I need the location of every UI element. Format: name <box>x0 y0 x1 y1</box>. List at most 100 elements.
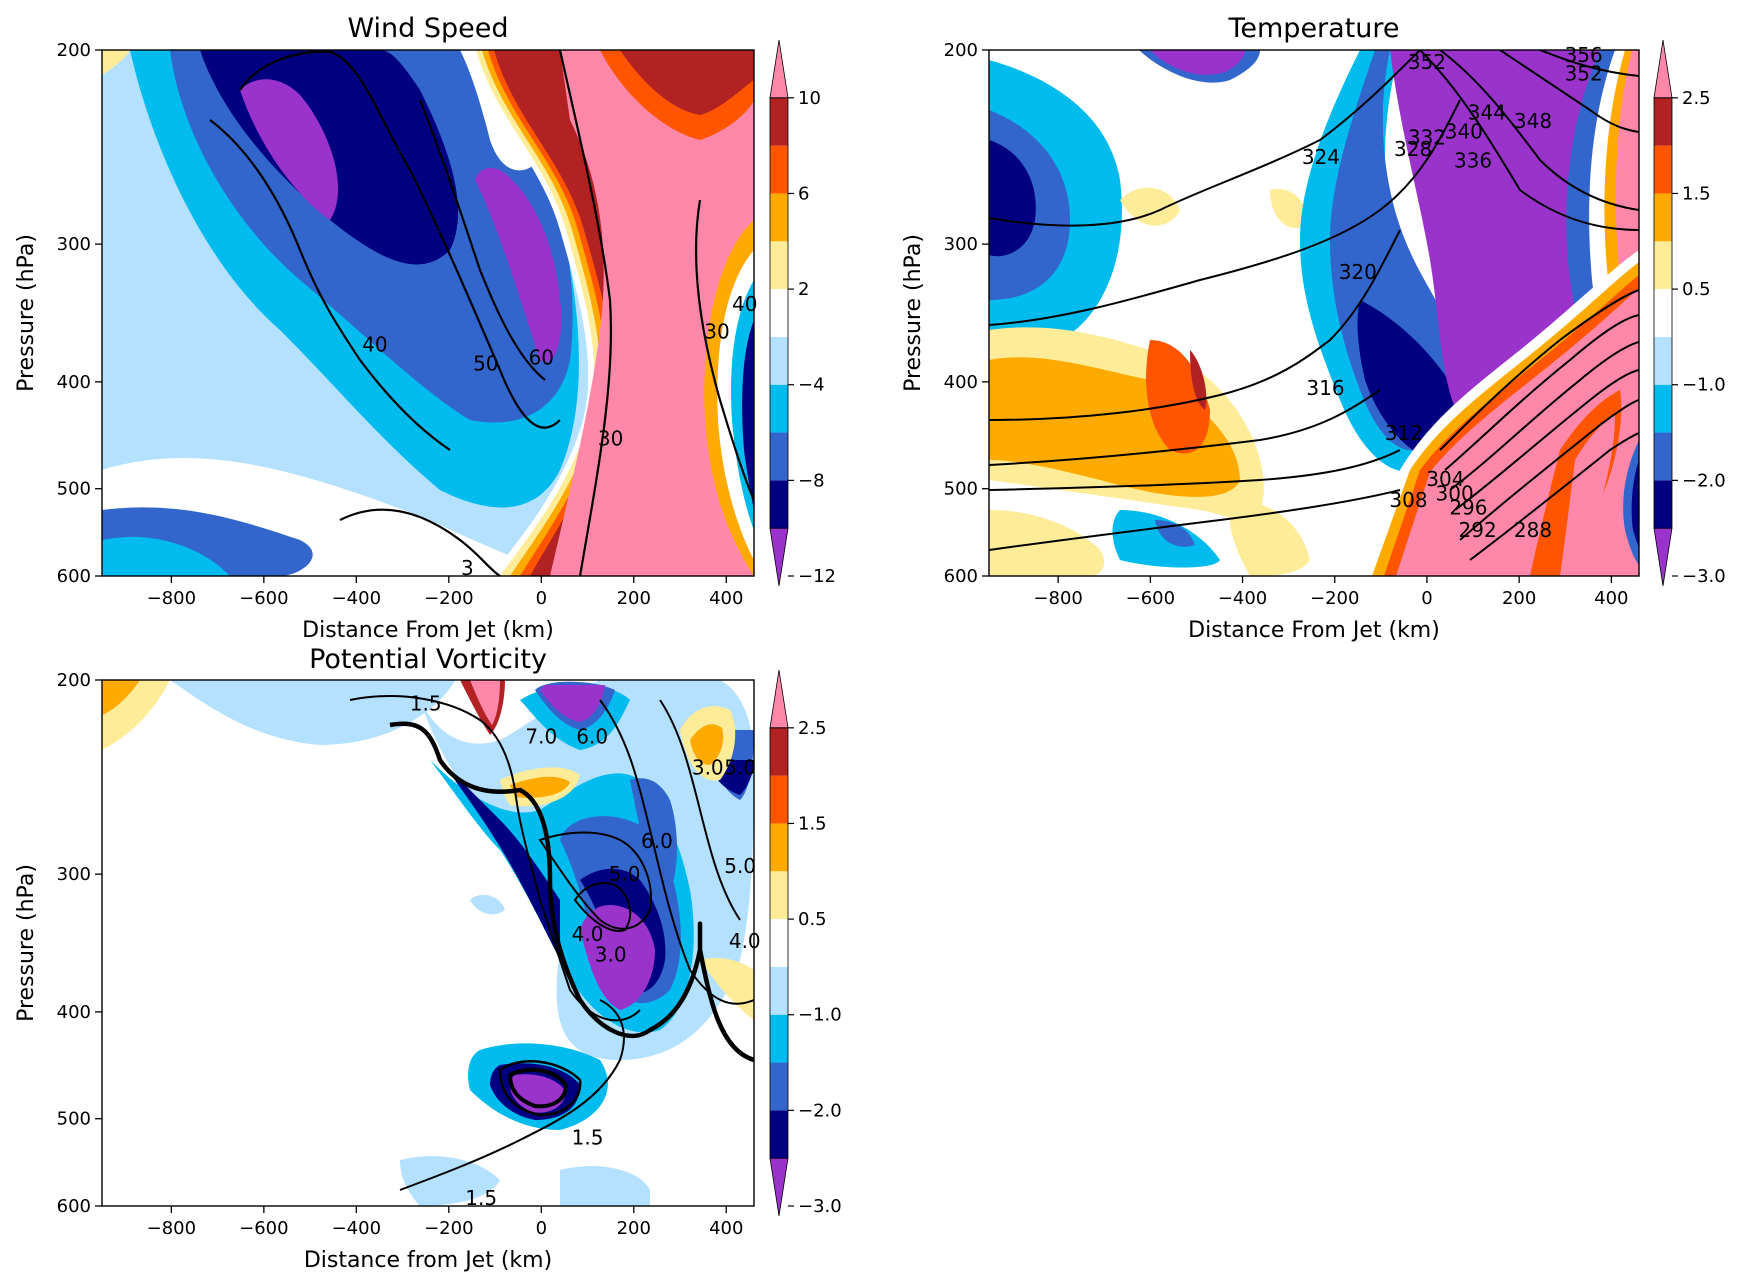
colorbar-tick-label: −2.0 <box>1682 470 1726 491</box>
colorbar-tick-label: −1.0 <box>1682 375 1726 396</box>
colorbar-tick-label: 6 <box>798 183 809 204</box>
contour-label: 316 <box>1306 376 1344 400</box>
colorbar-tick-label: −2.0 <box>798 1100 842 1121</box>
colorbar-tick-label: −4 <box>798 375 825 396</box>
x-tick-label: 200 <box>617 1218 651 1239</box>
y-tick-label: 300 <box>57 864 91 885</box>
contour-label: 320 <box>1339 260 1377 284</box>
colorbar-tick-label: −1.0 <box>798 1005 842 1026</box>
field-fill <box>989 50 1639 576</box>
x-tick-label: 200 <box>1502 588 1536 609</box>
colorbar-swatch <box>1654 432 1672 481</box>
x-tick-label: −800 <box>147 588 196 609</box>
colorbar-swatch <box>770 1062 788 1111</box>
colorbar-frame <box>769 97 789 529</box>
colorbar-tick-label: 1.5 <box>798 813 827 834</box>
contour-label: 352 <box>1565 61 1603 85</box>
contour-label: 1.5 <box>572 1125 604 1149</box>
colorbar-swatch <box>769 39 789 99</box>
y-tick-label: 400 <box>57 1002 91 1023</box>
colorbar: −3.0 −2.0 −1.0 0.5 1.5 2.5 <box>769 669 842 1217</box>
field-fill <box>102 680 754 1206</box>
contours <box>209 50 754 576</box>
x-tick-label: 400 <box>709 1218 743 1239</box>
contour-label: 1.5 <box>465 1186 497 1210</box>
contour-label: 356 <box>1565 43 1603 67</box>
contour-label: 60 <box>529 345 554 369</box>
y-tick-label: 600 <box>57 566 91 587</box>
contour-label: 344 <box>1468 101 1506 125</box>
contours <box>349 695 754 1191</box>
x-tick-label: −400 <box>1218 588 1267 609</box>
contour-label: 332 <box>1408 125 1446 149</box>
colorbar-tick-label: 2.5 <box>1682 88 1711 109</box>
y-tick-label: 200 <box>57 670 91 691</box>
contour-label: 40 <box>362 333 387 357</box>
plot-frame <box>101 49 755 577</box>
contour-label: 3.0 <box>595 943 627 967</box>
x-tick-label: 0 <box>1421 588 1432 609</box>
x-tick-label: −200 <box>424 1218 473 1239</box>
axes: −800 −600 −400 −200 0 200 400 200 300 400 500 600 <box>944 40 1629 609</box>
colorbar-swatch <box>1654 480 1672 529</box>
panel-temperature: Temperature <box>901 13 1726 643</box>
colorbar-tick-label: 10 <box>798 88 821 109</box>
contour-label: 288 <box>1514 518 1552 542</box>
colorbar-swatch <box>1654 193 1672 242</box>
y-tick-label: 500 <box>944 479 978 500</box>
colorbar-swatch <box>770 241 788 290</box>
contour-label: 40 <box>732 292 757 316</box>
y-tick-label: 300 <box>57 234 91 255</box>
plot-frame <box>988 49 1640 577</box>
colorbar-swatch <box>1654 384 1672 433</box>
y-tick-label: 500 <box>57 1109 91 1130</box>
colorbar-tick-label: 0.5 <box>1682 279 1711 300</box>
colorbar-frame <box>1653 97 1673 529</box>
contour-label: 340 <box>1445 119 1483 143</box>
contour-label: 328 <box>1394 137 1432 161</box>
contour-label: 6.0 <box>576 724 608 748</box>
colorbar: −3.0 −2.0 −1.0 0.5 1.5 2.5 <box>1653 39 1726 587</box>
contour-label: 7.0 <box>525 724 557 748</box>
colorbar-tick-label: −8 <box>798 470 825 491</box>
colorbar-swatch <box>769 1157 789 1217</box>
contour-labels: 1.57.0 6.03.0 5.06.05.0 5.04.03.04.01.51.5 <box>410 691 761 1210</box>
colorbar-swatch <box>770 775 788 824</box>
colorbar-swatch <box>1654 97 1672 146</box>
colorbar-swatch <box>1653 527 1673 587</box>
plot-frame <box>101 679 755 1207</box>
colorbar-tick-label: 2.5 <box>798 718 827 739</box>
x-axis-label: Distance From Jet (km) <box>1188 618 1440 643</box>
contour-label: 352 <box>1408 50 1446 74</box>
panel-title: Potential Vorticity <box>309 644 547 675</box>
colorbar-tick-label: −3.0 <box>1682 566 1726 587</box>
x-tick-label: −200 <box>1310 588 1359 609</box>
contour-label: 336 <box>1454 149 1492 173</box>
y-tick-label: 500 <box>57 479 91 500</box>
colorbar-swatch <box>1654 336 1672 385</box>
colorbar-swatch <box>770 289 788 337</box>
field-fill <box>102 50 754 576</box>
colorbar-frame <box>769 727 789 1159</box>
contour-label: 50 <box>473 352 498 376</box>
colorbar-swatch <box>770 966 788 1015</box>
x-tick-label: −200 <box>424 588 473 609</box>
colorbar-tick-label: 1.5 <box>1682 183 1711 204</box>
colorbar-tick-label: 0.5 <box>798 909 827 930</box>
contour-label: 5.0 <box>724 854 756 878</box>
contour-label: 292 <box>1459 518 1497 542</box>
x-tick-label: −600 <box>239 1218 288 1239</box>
colorbar-swatch <box>770 336 788 385</box>
panel-title: Temperature <box>1227 13 1399 44</box>
contours <box>989 50 1639 561</box>
x-tick-label: −400 <box>332 1218 381 1239</box>
y-axis-label: Pressure (hPa) <box>901 234 926 392</box>
colorbar-swatch <box>1654 241 1672 290</box>
colorbar: −12 −8 −4 2 6 10 <box>769 39 836 587</box>
contour-label: 312 <box>1385 421 1423 445</box>
colorbar-swatch <box>1654 145 1672 194</box>
x-tick-label: 400 <box>709 588 743 609</box>
x-tick-label: −800 <box>147 1218 196 1239</box>
x-tick-label: −400 <box>332 588 381 609</box>
